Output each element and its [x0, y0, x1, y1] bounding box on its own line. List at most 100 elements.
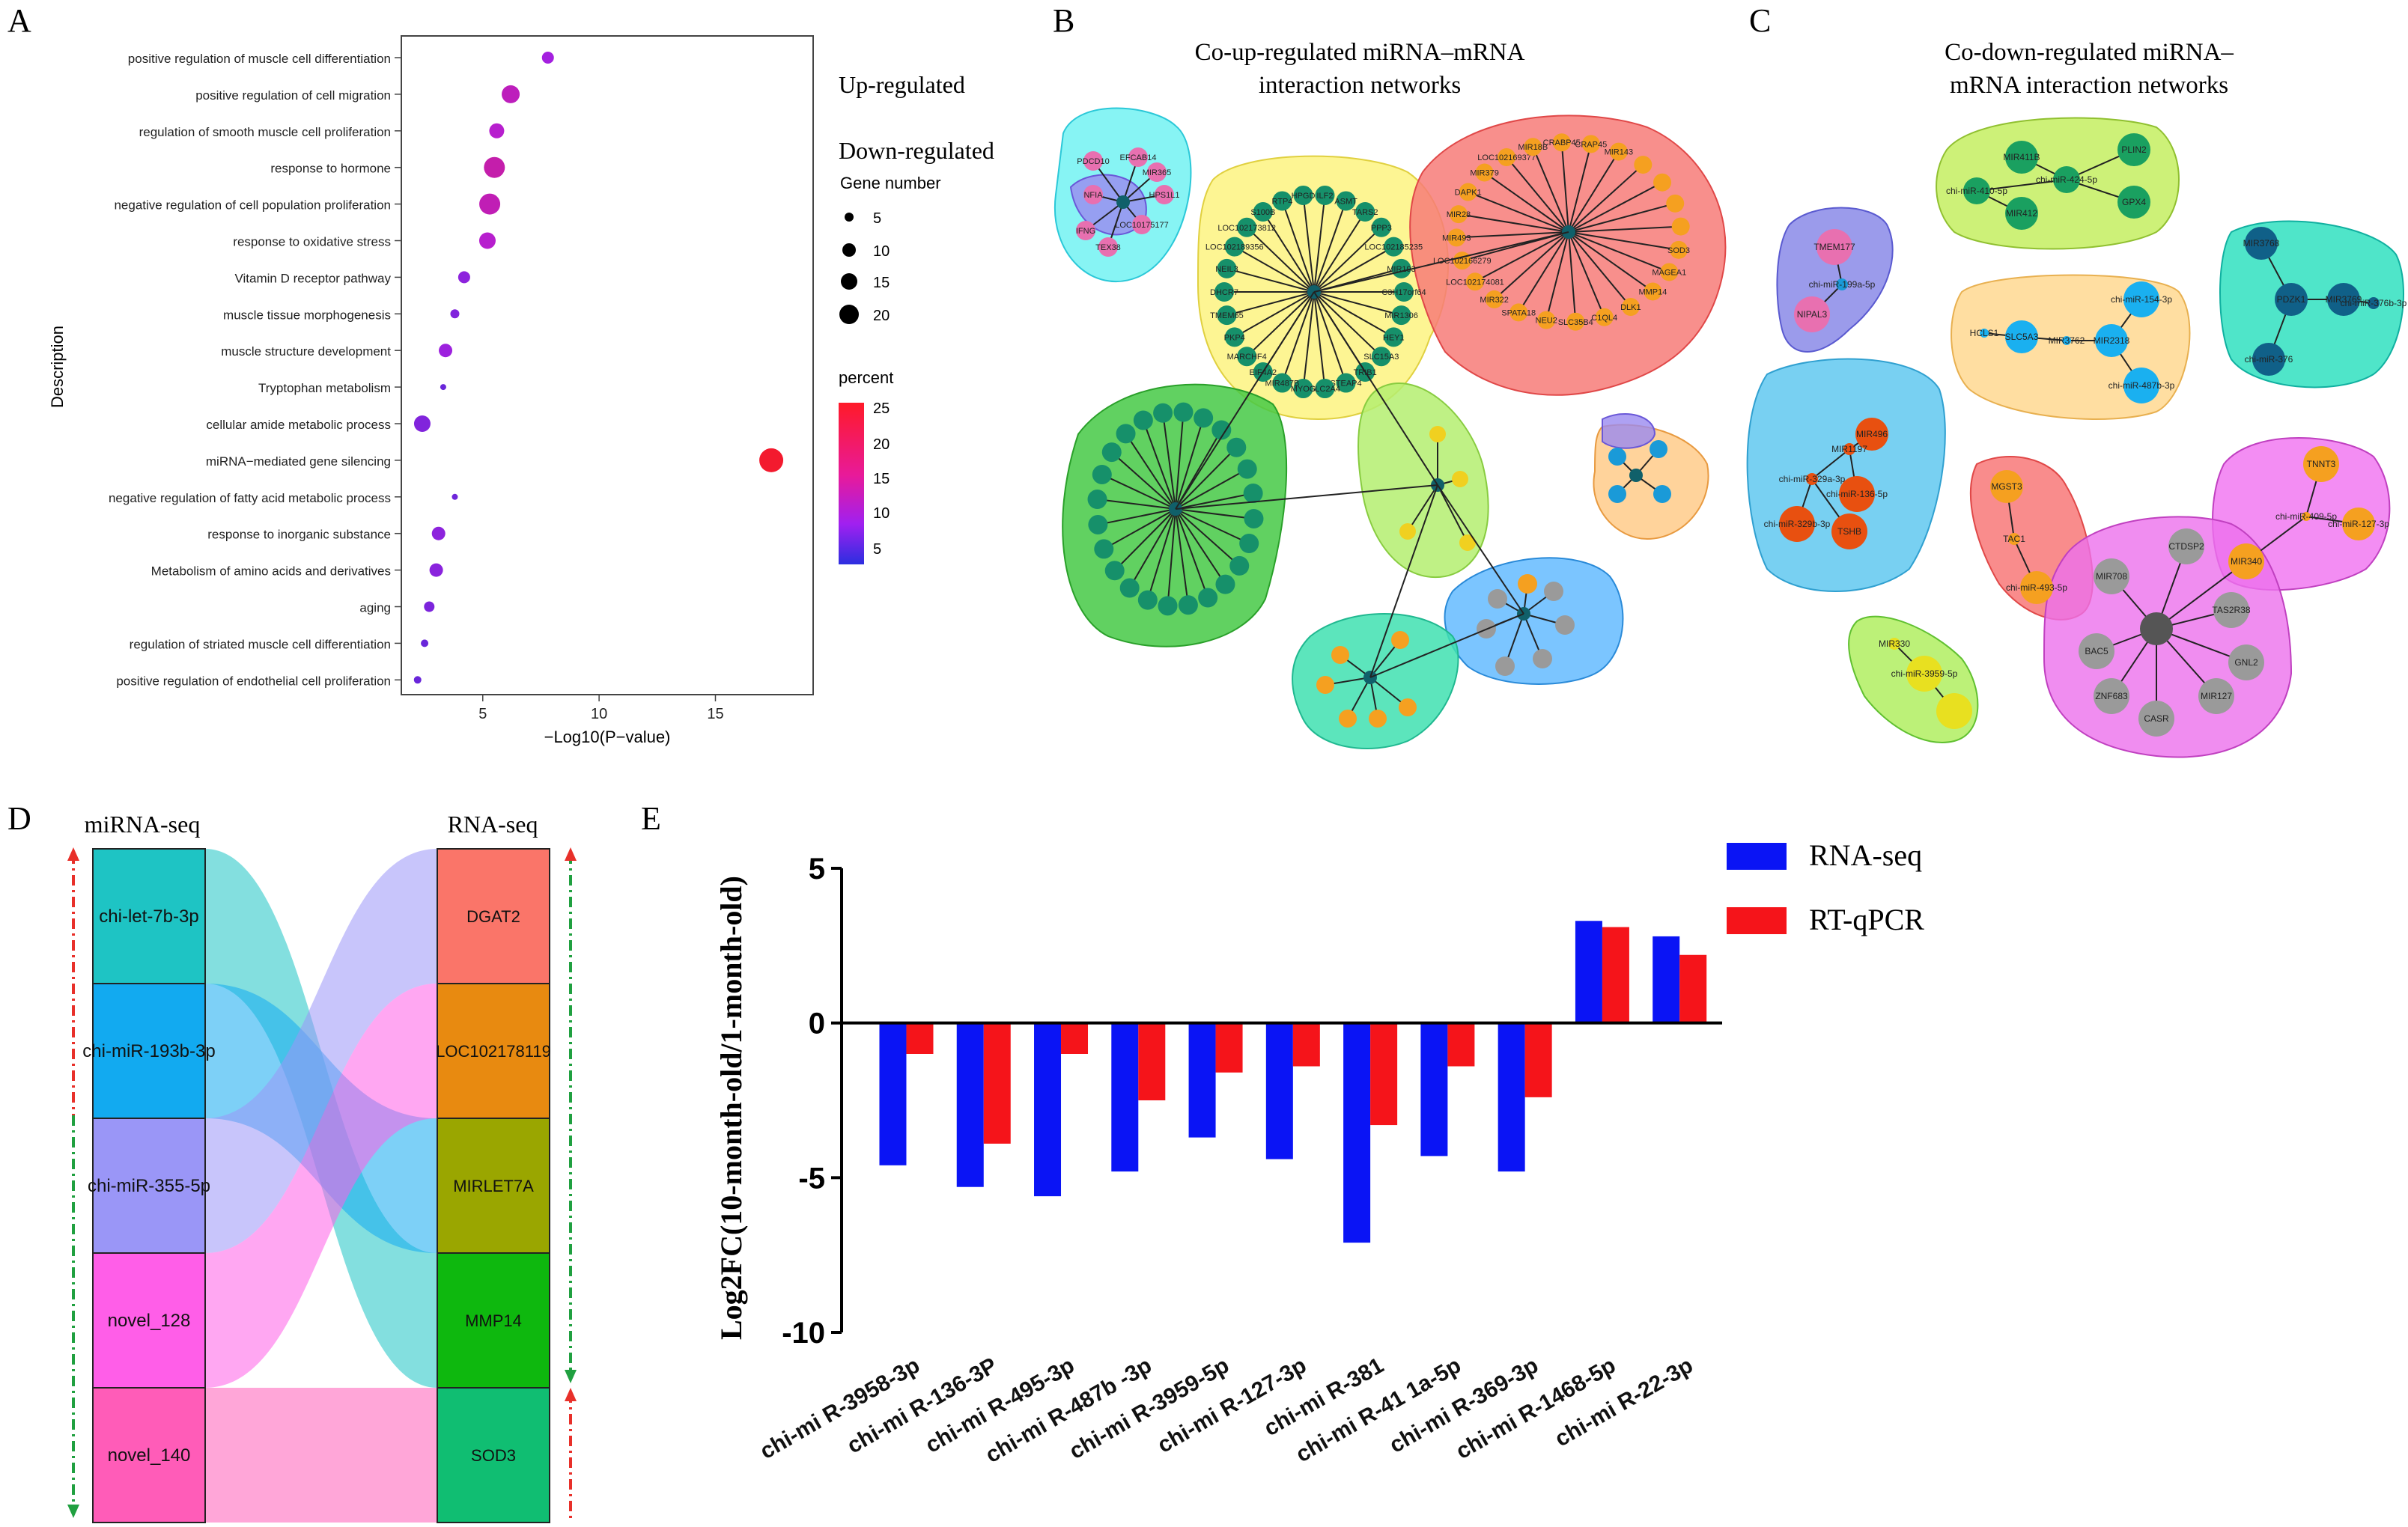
x-tick-label: 15	[707, 706, 723, 722]
network-node	[2062, 336, 2071, 345]
network-node	[2008, 533, 2020, 545]
row-label: response to inorganic substance	[207, 528, 391, 542]
network-node	[1595, 308, 1614, 326]
panel-label-d: D	[7, 800, 31, 837]
network-node-label: TNNT3	[2307, 459, 2336, 469]
network-node	[1555, 615, 1575, 635]
network-node	[1217, 305, 1237, 326]
network-node-label: MIR496	[1856, 429, 1888, 439]
sankey-flow	[205, 1388, 437, 1523]
panel-label-a: A	[7, 2, 31, 39]
network-node	[1331, 646, 1349, 664]
network-node-label: TSHB	[1837, 526, 1861, 537]
network-edge	[1313, 195, 1326, 293]
network-node	[1173, 402, 1194, 422]
sankey-right-node	[437, 1387, 550, 1523]
network-node-label: LOC102174081	[1446, 278, 1504, 287]
y-tick-label: -10	[782, 1317, 825, 1350]
size-legend-label-5: 5	[873, 210, 881, 227]
network-node	[1670, 240, 1688, 259]
network-node	[1653, 173, 1672, 192]
row-label: regulation of striated muscle cell diffe…	[130, 637, 391, 651]
panel-a-dot-plot: positive regulation of muscle cell diffe…	[48, 35, 994, 746]
network-node	[1391, 631, 1409, 649]
network-node	[1509, 303, 1528, 322]
dot-point	[413, 415, 431, 432]
cluster-b-red	[1409, 115, 1727, 396]
network-node	[1224, 327, 1244, 347]
network-edge	[1175, 291, 1315, 510]
dotplot-row-labels: positive regulation of muscle cell diffe…	[109, 52, 401, 688]
row-label: positive regulation of muscle cell diffe…	[128, 52, 391, 66]
dot-point	[439, 344, 453, 358]
network-node	[2302, 512, 2311, 521]
dot-point	[413, 676, 422, 684]
network-node	[2117, 133, 2150, 166]
sankey-right-label: DGAT2	[466, 907, 520, 926]
dot-point	[431, 526, 446, 540]
network-node	[1888, 638, 1900, 650]
network-node	[1371, 347, 1391, 367]
network-node	[1634, 156, 1653, 174]
dotplot-points	[413, 52, 784, 684]
arrow-up-right	[565, 847, 577, 861]
network-node-label: chi-miR-424-5p	[2036, 174, 2097, 185]
network-node-label: ASMT	[1334, 197, 1357, 206]
network-edge	[1167, 508, 1176, 606]
network-edge	[1568, 231, 1653, 293]
sankey-flow	[205, 984, 437, 1388]
network-node	[1653, 485, 1671, 503]
network-edge	[1175, 493, 1253, 510]
dot-point	[479, 193, 501, 215]
network-node	[2005, 320, 2038, 353]
network-node	[1447, 228, 1466, 247]
dot-point	[457, 271, 470, 284]
network-node	[1660, 263, 1679, 281]
network-node-label: chi-miR-127-3p	[2328, 519, 2389, 529]
network-node-label: chi-miR-329b-3p	[1764, 519, 1831, 529]
network-edge	[1101, 474, 1176, 510]
bar-rna-seq	[1420, 1022, 1448, 1156]
network-node	[1083, 185, 1103, 204]
network-edge	[1369, 484, 1438, 678]
network-node	[1116, 424, 1136, 444]
network-node	[1315, 379, 1335, 399]
network-node	[1237, 217, 1257, 237]
network-node-label: MIR143	[1605, 148, 1634, 157]
network-node	[1449, 205, 1468, 224]
sankey-left-node	[92, 1118, 206, 1254]
network-node	[2094, 558, 2129, 594]
network-edge	[1111, 451, 1176, 510]
percent-tick-15: 15	[873, 471, 890, 487]
network-node-label: SLC5A3	[2005, 332, 2039, 342]
sankey-right-header: RNA-seq	[448, 811, 538, 838]
network-node-label: MIR18B	[1518, 143, 1548, 152]
network-node-label: MIR322	[1480, 296, 1509, 305]
row-label: Vitamin D receptor pathway	[234, 271, 391, 285]
network-node	[1391, 305, 1411, 326]
bar-rt-qpcr	[1679, 954, 1707, 1023]
network-edge	[1226, 267, 1315, 293]
row-label: negative regulation of fatty acid metabo…	[109, 491, 391, 505]
network-edge	[1281, 291, 1315, 383]
network-node-label: TMEM65	[1210, 311, 1244, 320]
network-edge	[1976, 179, 2067, 192]
dotplot-x-ticks: 5 10 15	[478, 695, 724, 722]
network-node	[1485, 290, 1504, 308]
network-node-label: chi-miR-493-5p	[2006, 582, 2067, 593]
network-node	[1226, 437, 1247, 457]
network-node-label: TARS2	[1352, 208, 1378, 217]
network-node-label: C3H17orf64	[1381, 288, 1426, 297]
bar-rna-seq	[1653, 936, 1680, 1023]
bar-rt-qpcr	[1138, 1022, 1166, 1100]
bar-rt-qpcr	[1292, 1022, 1320, 1067]
network-edge	[1313, 227, 1382, 293]
arrow-up-right-2	[565, 1388, 577, 1401]
network-node	[1650, 440, 1667, 458]
network-node-label: HPS1L1	[1149, 191, 1180, 200]
network-node	[2342, 508, 2375, 540]
network-edge	[1246, 291, 1315, 357]
y-tick-label: -5	[798, 1162, 825, 1195]
sankey-left-node	[92, 1252, 206, 1389]
network-edge	[1226, 291, 1315, 317]
